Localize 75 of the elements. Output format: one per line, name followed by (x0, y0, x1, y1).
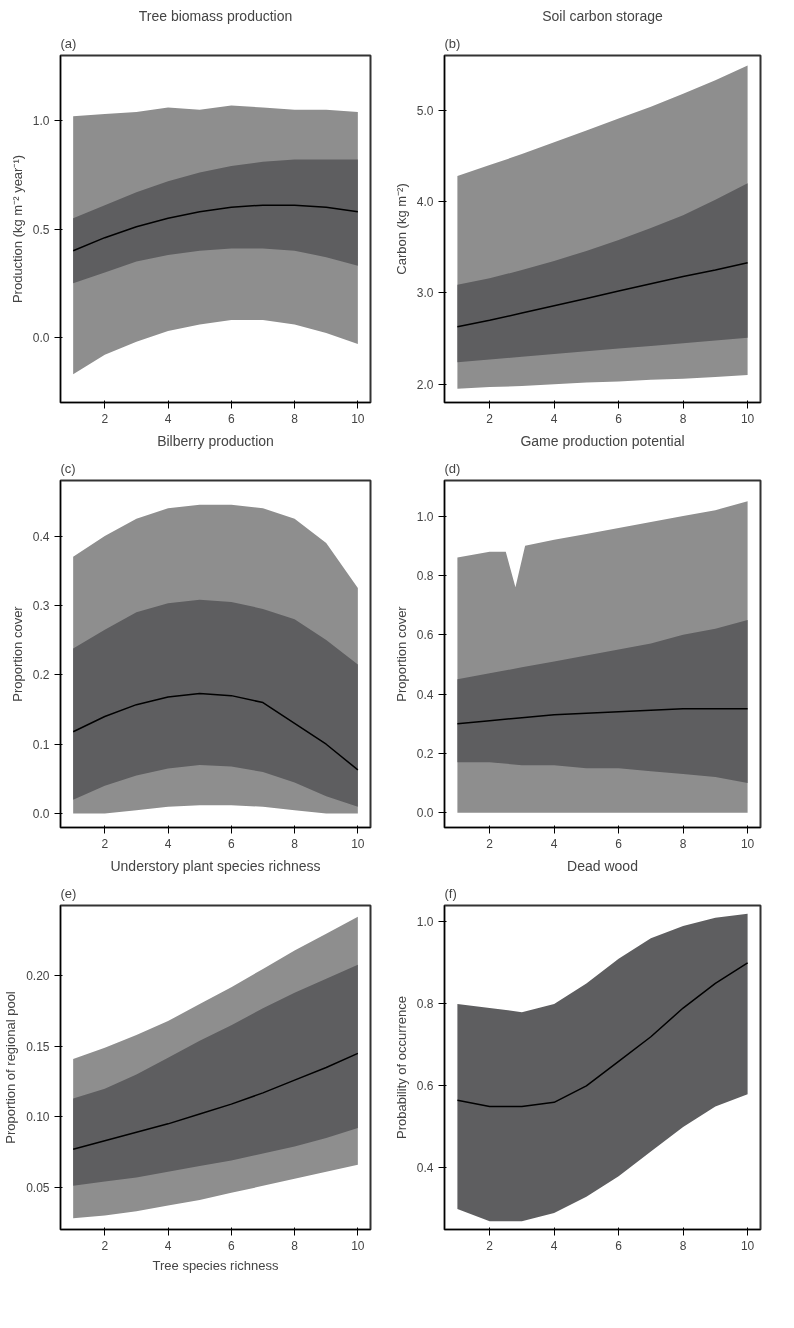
x-tick-label: 6 (227, 836, 235, 851)
y-axis-title: Proportion cover (9, 605, 25, 702)
x-tick-label: 8 (679, 411, 687, 426)
x-tick-label: 10 (740, 836, 755, 851)
text: (c) (60, 460, 76, 476)
y-tick-label: 0.20 (26, 969, 50, 984)
y-axis-title: Proportion cover (393, 605, 409, 702)
x-tick-label: 10 (740, 1238, 755, 1253)
x-tick-label: 4 (550, 411, 558, 426)
y-tick-label: 4.0 (416, 195, 434, 210)
y-tick-label: 0.15 (26, 1039, 50, 1054)
x-tick-label: 2 (101, 1238, 109, 1253)
text: (b) (444, 35, 461, 51)
y-tick-label: 0.05 (26, 1180, 50, 1195)
x-tick-label: 8 (291, 411, 299, 426)
y-tick-label: 0.1 (32, 737, 50, 752)
y-axis-title: Proportion of regional pool (3, 991, 19, 1144)
x-tick-label: 10 (351, 836, 365, 851)
x-tick-label: 6 (227, 1238, 235, 1253)
x-tick-label: 4 (164, 1238, 172, 1253)
x-tick-label: 4 (550, 836, 558, 851)
y-tick-label: 3.0 (416, 286, 434, 301)
y-tick-label: 5.0 (416, 103, 434, 118)
y-tick-label: 0.0 (32, 330, 50, 345)
chart-title: Understory plant species richness (110, 857, 321, 874)
x-tick-label: 6 (615, 1238, 623, 1253)
chart-title: Soil carbon storage (542, 7, 664, 24)
x-tick-label: 10 (740, 411, 755, 426)
x-tick-label: 2 (486, 1238, 494, 1253)
x-tick-label: 6 (615, 836, 623, 851)
y-tick-label: 0.10 (26, 1110, 50, 1125)
text: (e) (60, 885, 77, 901)
text: (a) (60, 35, 77, 51)
y-axis-title: Carbon (kg m⁻²) (393, 183, 409, 275)
x-tick-label: 8 (679, 836, 687, 851)
y-tick-label: 0.5 (32, 222, 50, 237)
x-tick-label: 4 (164, 411, 172, 426)
x-tick-label: 2 (101, 411, 109, 426)
text: (d) (444, 460, 461, 476)
y-tick-label: 0.6 (416, 1079, 434, 1094)
x-tick-label: 8 (291, 836, 299, 851)
y-tick-label: 1.0 (416, 915, 434, 930)
y-axis-title: Production (kg m⁻² year⁻¹) (9, 154, 25, 304)
y-tick-label: 2.0 (416, 377, 434, 392)
chart-title: Game production potential (520, 432, 685, 449)
x-tick-label: 8 (291, 1238, 299, 1253)
y-tick-label: 0.4 (416, 1161, 434, 1176)
y-tick-label: 0.6 (416, 628, 434, 643)
x-tick-label: 4 (164, 836, 172, 851)
x-tick-label: 6 (615, 411, 623, 426)
y-tick-label: 0.0 (32, 807, 50, 822)
x-tick-label: 6 (227, 411, 235, 426)
y-tick-label: 0.3 (32, 598, 50, 613)
x-tick-label: 4 (550, 1238, 558, 1253)
y-tick-label: 0.8 (416, 997, 434, 1012)
y-tick-label: 1.0 (32, 114, 50, 129)
y-tick-label: 1.0 (416, 509, 434, 524)
y-tick-label: 0.8 (416, 568, 434, 583)
y-tick-label: 0.0 (416, 806, 434, 821)
x-tick-label: 10 (351, 1238, 365, 1253)
y-axis-title: Probability of occurrence (393, 995, 409, 1140)
y-tick-label: 0.4 (416, 687, 434, 702)
x-tick-label: 2 (486, 836, 494, 851)
y-tick-label: 0.4 (32, 529, 50, 544)
x-tick-label: 2 (101, 836, 109, 851)
x-axis-title: Tree species richness (152, 1257, 279, 1273)
y-tick-label: 0.2 (416, 746, 434, 761)
chart-title: Tree biomass production (138, 7, 293, 24)
chart-title: Bilberry production (157, 432, 274, 449)
x-tick-label: 8 (679, 1238, 687, 1253)
text: (f) (444, 885, 457, 901)
y-tick-label: 0.2 (32, 668, 50, 683)
x-tick-label: 10 (351, 411, 365, 426)
chart-title: Dead wood (567, 857, 638, 874)
x-tick-label: 2 (486, 411, 494, 426)
